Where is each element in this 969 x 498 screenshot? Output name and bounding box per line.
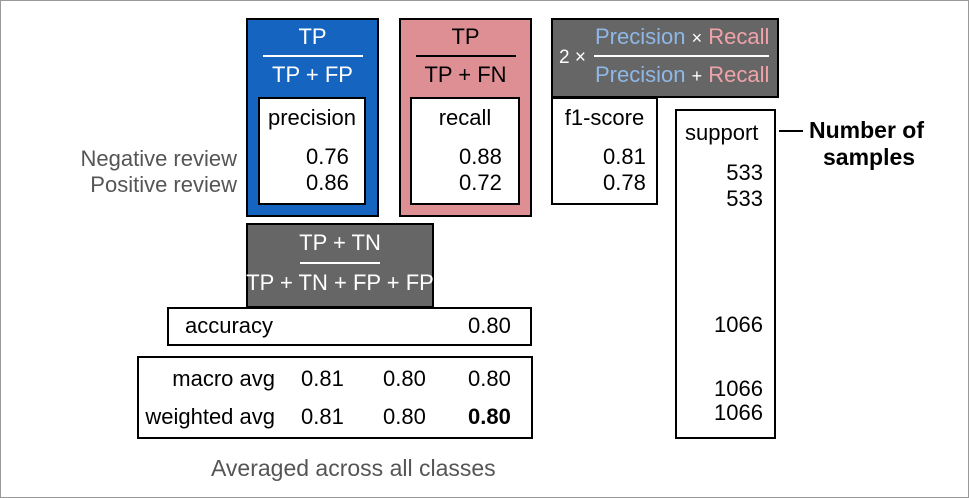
f1-num-operator: × bbox=[691, 28, 703, 48]
precision-values-box bbox=[258, 97, 366, 205]
recall-numerator: TP bbox=[451, 24, 480, 49]
precision-positive-value: 0.86 bbox=[306, 170, 349, 195]
f1-numerator: Precision × Recall bbox=[595, 25, 769, 50]
recall-values-box bbox=[410, 97, 520, 205]
macro-avg-label: macro avg bbox=[172, 366, 275, 391]
f1-values-box bbox=[551, 97, 658, 205]
f1-positive-value: 0.78 bbox=[603, 170, 646, 195]
weighted-avg-f1: 0.80 bbox=[468, 404, 511, 429]
accuracy-row-box bbox=[167, 307, 532, 346]
macro-avg-f1: 0.80 bbox=[468, 366, 511, 391]
f1-den-precision: Precision bbox=[595, 62, 686, 87]
precision-fraction-line bbox=[263, 55, 363, 57]
weighted-avg-precision: 0.81 bbox=[301, 404, 344, 429]
weighted-avg-recall: 0.80 bbox=[383, 404, 426, 429]
f1-num-precision: Precision bbox=[595, 24, 686, 49]
macro-avg-precision: 0.81 bbox=[301, 366, 344, 391]
support-box bbox=[675, 109, 776, 439]
f1-den-recall: Recall bbox=[708, 62, 770, 87]
recall-positive-value: 0.72 bbox=[459, 170, 502, 195]
accuracy-denominator: TP + TN + FP + FP bbox=[246, 270, 434, 295]
precision-negative-value: 0.76 bbox=[306, 144, 349, 169]
averages-caption: Averaged across all classes bbox=[211, 455, 496, 481]
precision-numerator: TP bbox=[298, 24, 327, 49]
support-annotation-line2: samples bbox=[823, 144, 916, 170]
averages-box bbox=[137, 356, 533, 439]
support-accuracy-value: 1066 bbox=[714, 312, 763, 337]
support-header: support bbox=[685, 120, 759, 145]
row-label-positive: Positive review bbox=[90, 172, 237, 197]
f1-denominator: Precision + Recall bbox=[595, 63, 769, 88]
accuracy-formula-box bbox=[246, 223, 434, 308]
support-negative-value: 533 bbox=[726, 160, 763, 185]
f1-den-operator: + bbox=[691, 66, 703, 86]
support-weighted-value: 1066 bbox=[714, 400, 763, 425]
weighted-avg-label: weighted avg bbox=[145, 404, 275, 429]
support-annotation-line1: Number of bbox=[809, 117, 924, 143]
f1-fraction-line bbox=[594, 55, 769, 57]
precision-denominator: TP + FP bbox=[272, 62, 353, 87]
recall-denominator: TP + FN bbox=[424, 62, 507, 87]
recall-fraction-line bbox=[416, 55, 516, 57]
accuracy-numerator: TP + TN bbox=[299, 230, 381, 255]
support-macro-value: 1066 bbox=[714, 376, 763, 401]
f1-header: f1-score bbox=[564, 105, 645, 130]
f1-factor: 2 × bbox=[559, 47, 586, 68]
row-label-negative: Negative review bbox=[80, 146, 237, 171]
recall-negative-value: 0.88 bbox=[459, 144, 502, 169]
f1-negative-value: 0.81 bbox=[603, 144, 646, 169]
f1-num-recall: Recall bbox=[708, 24, 770, 49]
precision-header: precision bbox=[267, 105, 357, 130]
support-annotation-line bbox=[779, 130, 803, 132]
accuracy-label: accuracy bbox=[185, 313, 274, 338]
recall-header: recall bbox=[438, 105, 492, 130]
f1-formula-box bbox=[551, 18, 779, 98]
macro-avg-recall: 0.80 bbox=[383, 366, 426, 391]
support-positive-value: 533 bbox=[726, 186, 763, 211]
accuracy-value: 0.80 bbox=[468, 313, 511, 338]
accuracy-fraction-line bbox=[300, 262, 380, 264]
